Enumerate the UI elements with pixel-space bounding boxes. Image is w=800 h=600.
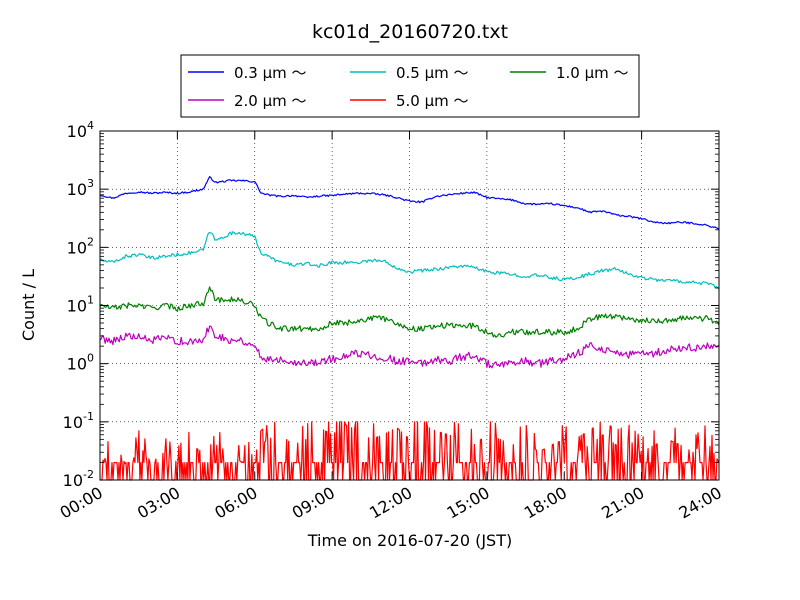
y-tick-label: 104 — [67, 119, 94, 141]
legend-box — [180, 54, 640, 118]
y-axis-label: Count / L — [19, 269, 38, 341]
x-tick-label: 03:00 — [134, 483, 183, 523]
series-line — [99, 325, 720, 369]
x-tick-label: 18:00 — [521, 483, 570, 523]
y-tick-label: 10-1 — [63, 410, 94, 432]
y-tick-label: 100 — [67, 352, 94, 374]
x-tick-label: 09:00 — [289, 483, 338, 523]
legend-label: 0.3 μm ～ — [234, 64, 307, 82]
x-axis-label: Time on 2016-07-20 (JST) — [307, 531, 512, 550]
legend-label: 1.0 μm ～ — [556, 64, 629, 82]
legend-label: 5.0 μm ～ — [396, 92, 469, 110]
x-tick-label: 24:00 — [676, 483, 725, 523]
x-tick-label: 21:00 — [598, 483, 647, 523]
axis-ticks — [99, 130, 720, 481]
chart-title: kc01d_20160720.txt — [312, 21, 508, 43]
series-line — [100, 421, 720, 481]
x-tick-labels: 00:00 03:00 06:00 09:00 12:00 15:00 18:00 21:00… — [57, 483, 725, 523]
legend-label: 0.5 μm ～ — [396, 64, 469, 82]
legend-label: 2.0 μm ～ — [234, 92, 307, 110]
y-tick-label: 102 — [67, 235, 94, 257]
series-layer — [99, 176, 720, 481]
x-tick-label: 15:00 — [443, 483, 492, 523]
x-tick-label: 06:00 — [211, 483, 260, 523]
series-line — [99, 176, 720, 230]
x-tick-label: 12:00 — [366, 483, 415, 523]
series-line — [99, 231, 720, 290]
series-line — [99, 286, 720, 338]
y-tick-label: 10-2 — [63, 468, 94, 490]
legend: 0.3 μm ～ 0.5 μm ～ 1.0 μm ～ 2.0 μm ～ 5.0 μm ～ — [180, 54, 640, 118]
y-tick-labels: 10-2 10-1 100 101 102 103 104 — [63, 119, 94, 490]
y-tick-label: 101 — [67, 294, 94, 316]
y-tick-label: 103 — [67, 177, 94, 199]
